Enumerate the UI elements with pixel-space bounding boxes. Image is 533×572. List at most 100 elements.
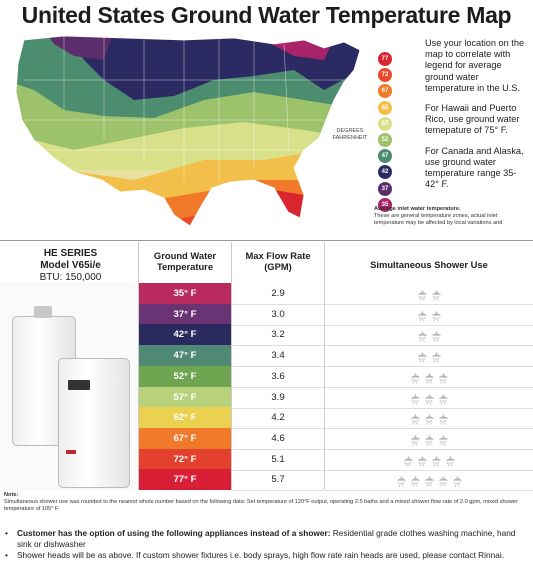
footnote-text: Simultaneous shower use was rounded to t…	[4, 499, 518, 512]
shower-icon	[431, 309, 442, 322]
legend-dot-37: 37	[378, 181, 392, 196]
shower-icon	[396, 474, 407, 487]
model-btu: BTU: 150,000	[39, 272, 102, 283]
legend-dot-57: 57	[378, 116, 392, 131]
footnote: Note: Simultaneous shower use was rounde…	[4, 492, 529, 513]
shower-icon	[410, 392, 421, 405]
temp-cell: 35° F	[139, 283, 231, 304]
shower-icon	[417, 454, 428, 467]
temp-cell: 77° F	[139, 469, 231, 491]
shower-icon	[417, 309, 428, 322]
legend-dot-47: 47	[378, 149, 392, 164]
model-info: HE SERIES Model V65i/e BTU: 150,000	[4, 248, 137, 284]
temp-cell: 37° F	[139, 303, 231, 325]
model-series: HE SERIES	[43, 248, 98, 259]
shower-icon	[410, 371, 421, 384]
shower-icon	[417, 350, 428, 363]
inlet-note-text: These are general temperature zones, act…	[374, 213, 503, 226]
shower-count-cell	[325, 469, 533, 492]
flow-rate-cell: 3.4	[232, 345, 324, 368]
instruction-hawaii: For Hawaii and Puerto Rico, use ground w…	[425, 103, 520, 136]
shower-icon	[445, 454, 456, 467]
temp-cell: 47° F	[139, 345, 231, 367]
header-ground-water-temperature: Ground Water Temperature	[153, 250, 217, 272]
temp-cell: 42° F	[139, 324, 231, 346]
shower-icon	[431, 350, 442, 363]
temp-cell: 57° F	[139, 386, 231, 408]
shower-count-cell	[325, 407, 533, 430]
temp-cell: 62° F	[139, 407, 231, 429]
bullet-appliance-option: Customer has the option of using the fol…	[5, 528, 528, 549]
flow-rate-cell: 3.0	[232, 304, 324, 326]
bullet-appliance-text: Residential grade clothes washing machin…	[17, 528, 516, 549]
shower-icon	[431, 454, 442, 467]
inlet-temperature-note: Average inlet water temperature. These a…	[374, 206, 526, 227]
shower-icon	[438, 371, 449, 384]
flow-rate-cell: 3.2	[232, 324, 324, 347]
flow-rate-cell: 2.9	[232, 283, 324, 305]
header-max-flow-rate: Max Flow Rate (GPM)	[245, 250, 311, 272]
legend-dot-62: 62	[378, 100, 392, 115]
legend-dot-72: 72	[378, 68, 392, 83]
flow-rate-cell: 3.6	[232, 366, 324, 388]
map-instructions: Use your location on the map to correlat…	[425, 38, 530, 199]
shower-icon	[424, 392, 435, 405]
shower-icon	[431, 329, 442, 342]
shower-icon	[431, 288, 442, 301]
shower-icon	[424, 371, 435, 384]
legend-dot-67: 67	[378, 84, 392, 99]
water-heater-logo	[66, 450, 76, 454]
bullet-shower-heads: Shower heads will be as above. If custom…	[5, 550, 528, 561]
column-divider	[324, 242, 325, 490]
flow-rate-cell: 4.6	[232, 428, 324, 450]
temp-cell: 67° F	[139, 427, 231, 449]
water-heater-display	[68, 380, 90, 390]
appliance-notes: Customer has the option of using the fol…	[5, 528, 528, 562]
shower-count-cell	[325, 428, 533, 450]
shower-count-cell	[325, 345, 533, 368]
flow-rate-cell: 4.2	[232, 407, 324, 430]
instruction-canada: For Canada and Alaska, use ground water …	[425, 145, 524, 190]
footnote-label: Note:	[4, 492, 19, 498]
page-title: United States Ground Water Temperature M…	[21, 2, 512, 28]
shower-count-cell	[325, 366, 533, 388]
shower-icon	[424, 474, 435, 487]
shower-count-cell	[325, 324, 533, 347]
water-heater-front	[58, 358, 130, 488]
water-heater-image	[0, 282, 138, 490]
shower-icon	[452, 474, 463, 487]
shower-icon	[410, 433, 421, 446]
flow-rate-cell: 5.7	[232, 469, 324, 492]
shower-icon	[417, 288, 428, 301]
shower-icon	[410, 474, 421, 487]
column-divider	[138, 242, 139, 490]
legend-dot-42: 42	[378, 165, 392, 180]
shower-icon	[410, 412, 421, 425]
shower-icon	[403, 454, 414, 467]
shower-icon	[438, 474, 449, 487]
shower-count-cell	[325, 304, 533, 326]
inlet-note-heading: Average inlet water temperature.	[374, 206, 461, 212]
water-heater-vent	[34, 306, 52, 318]
shower-icon	[424, 412, 435, 425]
shower-icon	[417, 329, 428, 342]
bullet-appliance-bold: Customer has the option of using the fol…	[17, 528, 331, 538]
instruction-location: Use your location on the map to correlat…	[425, 38, 525, 93]
us-temperature-map	[15, 35, 361, 227]
shower-icon	[438, 392, 449, 405]
model-name: Model V65i/e	[40, 260, 101, 271]
legend-dot-52: 52	[378, 133, 392, 147]
temp-cell: 72° F	[139, 448, 231, 470]
shower-count-cell	[325, 283, 533, 305]
flow-rate-cell: 3.9	[232, 387, 324, 409]
legend-dot-35: 35	[378, 197, 392, 212]
section-divider	[0, 240, 533, 241]
temp-cell: 52° F	[139, 365, 231, 387]
shower-icon	[424, 433, 435, 446]
degrees-fahrenheit-label: DEGREES FAHRENHEIT	[332, 128, 368, 141]
column-divider	[231, 242, 232, 490]
shower-count-cell	[325, 387, 533, 409]
shower-count-cell	[325, 449, 533, 471]
header-simultaneous-shower-use: Simultaneous Shower Use	[370, 259, 488, 270]
shower-icon	[438, 412, 449, 425]
